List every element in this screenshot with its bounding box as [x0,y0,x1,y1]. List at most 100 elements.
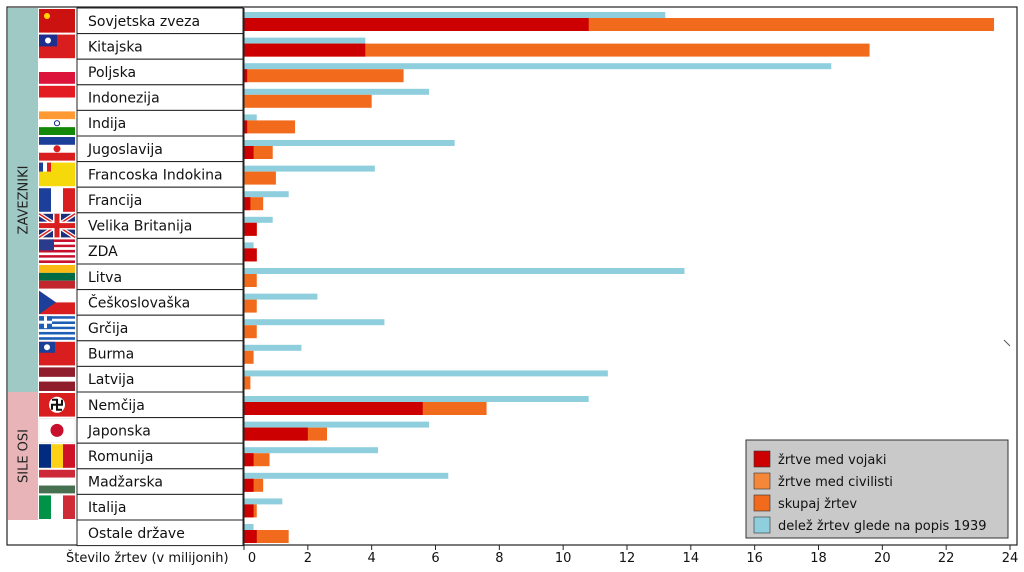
plot-frame [6,6,1018,546]
legend-label-civilians: žrtve med civilisti [778,475,893,490]
bar-share-francija [244,191,289,198]
x-tick-label-20: 20 [874,551,891,566]
bar-total-latvija [244,376,251,390]
group-bands: ZAVEZNIKI SILE OSI [8,8,38,520]
category-label-litva: Litva [88,270,122,286]
label-box-burma [76,340,244,367]
china-flag-icon [39,34,75,59]
flag-column [37,9,77,519]
hungary-flag-icon [39,469,75,494]
bar-share-romunija [244,447,379,454]
x-tick-label-24: 24 [1002,551,1019,566]
bar-soldiers-madzarska [244,478,254,492]
category-label-burma: Burma [88,347,134,363]
legend-swatch-share [753,516,771,534]
x-axis-title: Število žrtev (v milijonih) [66,550,229,566]
label-box-latvija [76,365,244,393]
bar-total-ceskoslovaska [244,299,257,313]
legend: žrtve med vojaki žrtve med civilisti sku… [745,439,1009,539]
bar-soldiers-kitajska [244,43,366,57]
legend-swatch-soldiers [753,450,771,468]
category-label-ceskoslovaska: Češkoslovaška [88,293,190,311]
category-label-japonska: Japonska [87,423,151,439]
bar-total-indija [244,120,296,134]
country-labels: Sovjetska zveza Kitajska Poljska Indonezija… [76,7,244,547]
category-label-madzarska: Madžarska [88,475,163,491]
category-label-indija: Indija [88,116,126,132]
usa-flag-icon [39,239,75,263]
legend-swatch-civilians [753,472,771,490]
category-label-jugoslavija: Jugoslavija [87,142,163,158]
label-box-sovjetska-zveza [76,7,244,35]
bar-share-indija [244,114,257,121]
bar-soldiers-ostale-drzave [244,530,257,543]
bar-share-francoska-indokina [244,165,375,172]
x-tick-label-12: 12 [619,551,636,566]
bar-share-zda [244,242,254,249]
category-label-italija: Italija [88,500,126,516]
bar-share-kitajska [244,37,366,44]
bar-total-francoska-indokina [244,171,276,185]
bar-share-grcija [244,319,385,326]
category-label-indonezija: Indonezija [88,91,160,107]
category-label-kitajska: Kitajska [88,39,143,55]
label-box-ostale-drzave [76,519,244,547]
legend-label-total: skupaj žrtev [778,497,857,512]
bar-share-italija [244,498,283,505]
category-label-francoska-indokina: Francoska Indokina [88,167,223,183]
group-label-1: SILE OSI [17,429,32,483]
axis-arrow-mark [1003,339,1011,347]
bar-soldiers-indija [244,120,248,134]
bar-share-ostale-drzave [244,524,254,530]
bar-soldiers-francija [244,197,251,211]
uk-flag-icon [37,212,77,240]
bar-soldiers-sovjetska-zveza [244,18,589,31]
greece-flag-icon [39,316,75,340]
group-band-1 [8,392,38,520]
category-label-poljska: Poljska [88,65,136,81]
bar-share-poljska [244,63,832,70]
bar-soldiers-velika-britanija [244,222,257,236]
yugoslavia-flag-icon [39,137,75,161]
x-tick-label-10: 10 [555,551,572,566]
legend-swatch-total [753,494,771,512]
legend-label-share: delež žrtev glede na popis 1939 [778,519,987,534]
label-box-italija [76,493,244,521]
legend-label-soldiers: žrtve med vojaki [778,453,887,468]
label-box-japonska [76,417,244,444]
x-tick-label-18: 18 [810,551,827,566]
latvia-flag-icon [39,367,75,391]
x-tick-label-0: 0 [248,551,256,566]
bar-soldiers-zda [244,248,257,262]
bar-soldiers-romunija [244,453,254,467]
legend-box [745,439,1009,539]
label-box-ceskoslovaska [76,289,244,316]
label-box-romunija [76,442,244,470]
bar-soldiers-jugoslavija [244,146,254,159]
category-label-romunija: Romunija [88,449,153,465]
category-label-grcija: Grčija [88,321,128,337]
x-tick-label-8: 8 [495,551,503,566]
x-tick-label-2: 2 [304,551,312,566]
x-tick-label-22: 22 [938,551,955,566]
bar-share-nemcija [244,396,589,402]
poland-flag-icon [39,60,75,84]
romania-flag-icon [39,444,75,468]
japan-flag-icon [38,418,76,443]
bar-share-latvija [244,370,608,377]
group-label-0: ZAVEZNIKI [17,166,32,235]
category-label-nemcija: Nemčija [88,398,145,414]
bar-total-burma [244,350,254,364]
bar-share-madzarska [244,472,449,479]
soviet-union-flag-icon [39,9,75,33]
category-label-ostale-drzave: Ostale države [88,526,185,542]
india-flag-icon [39,111,75,135]
italy-flag-icon [39,495,75,519]
bar-share-indonezija [244,88,430,95]
germany-flag-icon [39,393,75,417]
x-tick-label-6: 6 [431,551,439,566]
bar-total-litva [244,274,257,287]
bar-total-poljska [244,69,404,83]
bar-soldiers-japonska [244,427,308,441]
